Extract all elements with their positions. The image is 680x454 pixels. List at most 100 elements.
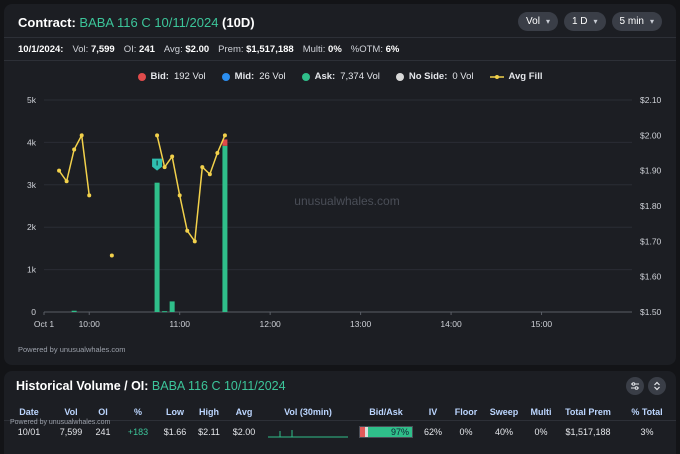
- stats-divider: [4, 60, 676, 61]
- cell-iv: 62%: [418, 420, 448, 443]
- metric-dropdown-label: Vol: [526, 16, 540, 27]
- interval-dropdown-label: 5 min: [619, 16, 644, 27]
- col-sweep[interactable]: Sweep: [489, 407, 519, 417]
- x-tick-label: 11:00: [169, 319, 190, 329]
- vol-30min-sparkline: [268, 430, 348, 438]
- table-header-row: Date Vol OI % Low High Avg Vol (30min) B…: [4, 404, 676, 421]
- avg-fill-point: [192, 239, 197, 244]
- bid-ask-bar: 97%: [359, 426, 413, 438]
- y-left-tick-label: 2k: [27, 222, 37, 232]
- bar-ask: [162, 311, 168, 313]
- historical-title: Historical Volume / OI: BABA 116 C 10/11…: [16, 379, 286, 393]
- x-tick-label: 14:00: [440, 319, 462, 329]
- table-row[interactable]: 10/01 7,599 241 +183 $1.66 $2.11 $2.00: [4, 420, 676, 443]
- metric-dropdown[interactable]: Vol ▾: [518, 12, 558, 31]
- bid-ask-mid-fill: [365, 427, 368, 437]
- legend-ask-swatch: [301, 72, 310, 81]
- avg-fill-point: [109, 253, 114, 258]
- avg-fill-point: [222, 133, 227, 138]
- contract-name[interactable]: BABA 116 C 10/11/2024: [79, 15, 219, 30]
- chevron-down-icon: ▾: [593, 17, 598, 26]
- volume-chart[interactable]: 0 1k 2k 3k 4k 5k $1.50 $1.60 $1.70 $1.80 $1.90 $2.0…: [4, 86, 676, 341]
- avg-fill-point: [155, 133, 160, 138]
- col-pct[interactable]: %: [133, 407, 142, 417]
- col-total-prem[interactable]: Total Prem: [565, 407, 611, 417]
- legend-ask[interactable]: Ask: 7,374 Vol: [301, 71, 380, 82]
- y-left-tick-label: 1k: [27, 265, 37, 275]
- settings-sliders-icon[interactable]: [626, 377, 644, 395]
- contract-title: Contract: BABA 116 C 10/11/2024 (10D): [18, 15, 255, 30]
- avg-fill-point: [200, 165, 205, 170]
- avg-fill-point: [177, 193, 182, 198]
- chevron-down-icon: ▾: [545, 17, 550, 26]
- chart-controls: Vol ▾ 1 D ▾ 5 min ▾: [518, 12, 662, 31]
- col-high[interactable]: High: [199, 407, 219, 417]
- col-pct-total[interactable]: % Total: [631, 407, 663, 417]
- cell-pct-total: 3%: [618, 420, 676, 443]
- bar-ask: [71, 310, 77, 312]
- legend-no-side-swatch: [395, 72, 404, 81]
- legend-no-side[interactable]: No Side: 0 Vol: [395, 71, 474, 82]
- x-tick-label: 10:00: [79, 319, 101, 329]
- stat-vol: Vol: 7,599: [72, 44, 115, 55]
- col-floor[interactable]: Floor: [454, 407, 478, 417]
- col-vol-30min[interactable]: Vol (30min): [284, 407, 332, 417]
- y-left-tick-label: 5k: [27, 95, 37, 105]
- chevron-down-icon: ▾: [649, 17, 654, 26]
- col-low[interactable]: Low: [166, 407, 184, 417]
- cell-floor: 0%: [448, 420, 484, 443]
- col-bid-ask[interactable]: Bid/Ask: [369, 407, 403, 417]
- legend-bid[interactable]: Bid: 192 Vol: [137, 71, 206, 82]
- expand-collapse-icon[interactable]: [648, 377, 666, 395]
- col-oi[interactable]: OI: [98, 407, 108, 417]
- col-date[interactable]: Date: [19, 407, 39, 417]
- x-tick-label: 15:00: [531, 319, 553, 329]
- legend-avg-fill[interactable]: Avg Fill: [489, 71, 542, 82]
- x-tick-label: 12:00: [260, 319, 282, 329]
- cell-bid-ask: 97%: [354, 420, 418, 443]
- avg-fill-point: [57, 168, 62, 173]
- historical-title-label: Historical Volume / OI:: [16, 379, 149, 393]
- col-avg[interactable]: Avg: [235, 407, 253, 417]
- avg-fill-point: [162, 165, 167, 170]
- stat-avg: Avg: $2.00: [163, 44, 210, 55]
- avg-fill-point: [215, 151, 220, 155]
- event-marker: [152, 158, 163, 171]
- stat-oi: OI: 241: [123, 44, 155, 55]
- stats-row: 10/1/2024: Vol: 7,599 OI: 241 Avg: $2.00…: [18, 44, 399, 55]
- col-iv[interactable]: IV: [428, 407, 438, 417]
- y-right-tick-label: $2.00: [640, 130, 662, 140]
- historical-powered-by: Powered by unusualwhales.com: [10, 419, 111, 426]
- col-vol[interactable]: Vol: [64, 407, 78, 417]
- cell-vol-30min: [262, 420, 354, 443]
- contract-label: Contract:: [18, 15, 76, 30]
- y-right-tick-label: $1.70: [640, 236, 662, 246]
- y-left-tick-label: 0: [31, 307, 36, 317]
- col-multi[interactable]: Multi: [530, 407, 552, 417]
- legend-bid-swatch: [137, 72, 146, 81]
- cell-low: $1.66: [158, 420, 192, 443]
- cell-avg: $2.00: [226, 420, 262, 443]
- cell-pct: +183: [118, 420, 158, 443]
- y-left-tick-label: 4k: [27, 137, 37, 147]
- chart-legend: Bid: 192 Vol Mid: 26 Vol Ask: 7,374 Vol No …: [4, 71, 676, 82]
- historical-contract[interactable]: BABA 116 C 10/11/2024: [151, 379, 286, 393]
- cell-date: 10/01: [4, 420, 54, 443]
- stat-otm: %OTM: 6%: [350, 44, 400, 55]
- avg-fill-line-icon: [489, 74, 504, 79]
- bar-bid: [222, 139, 228, 146]
- legend-mid[interactable]: Mid: 26 Vol: [221, 71, 286, 82]
- y-left-tick-label: 3k: [27, 180, 37, 190]
- interval-dropdown[interactable]: 5 min ▾: [611, 12, 662, 31]
- historical-card: Historical Volume / OI: BABA 116 C 10/11…: [4, 371, 676, 454]
- range-dropdown[interactable]: 1 D ▾: [563, 12, 606, 31]
- stat-multi: Multi: 0%: [302, 44, 342, 55]
- event-marker-label: I: [156, 161, 158, 168]
- legend-mid-swatch: [221, 72, 230, 81]
- powered-by: Powered by unusualwhales.com: [18, 345, 126, 354]
- avg-fill-point: [87, 193, 92, 198]
- historical-table: Date Vol OI % Low High Avg Vol (30min) B…: [4, 404, 676, 443]
- stats-date: 10/1/2024:: [18, 44, 64, 55]
- cell-total-prem: $1,517,188: [558, 420, 618, 443]
- x-tick-label: 13:00: [350, 319, 372, 329]
